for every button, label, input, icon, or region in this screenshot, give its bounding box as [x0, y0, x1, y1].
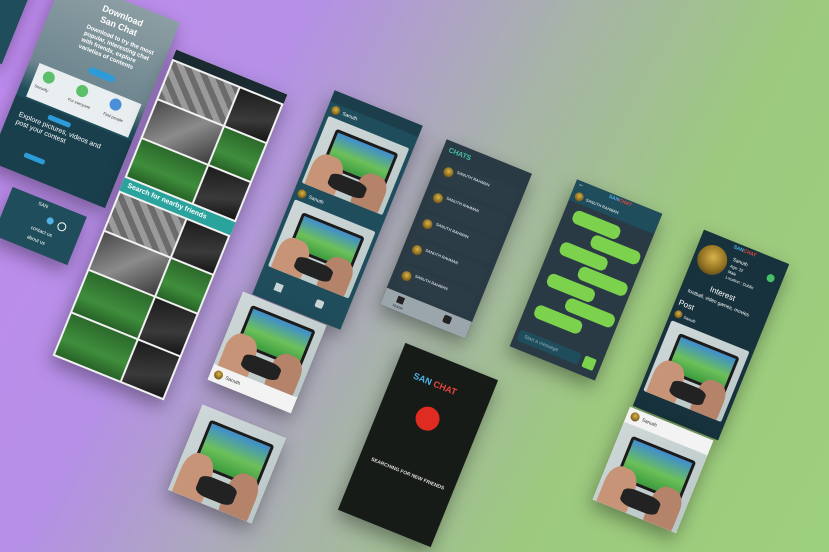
facebook-icon[interactable]	[55, 220, 68, 233]
feed-post-card	[168, 404, 286, 524]
chat-icon[interactable]	[314, 298, 325, 310]
avatar	[573, 191, 585, 203]
avatar[interactable]	[629, 411, 641, 423]
brand-chat: CHAT	[742, 248, 758, 259]
post-image[interactable]	[267, 199, 376, 299]
post-image[interactable]	[592, 421, 708, 534]
footer-title: SAN	[37, 200, 49, 211]
avatar	[441, 165, 455, 179]
avatar[interactable]	[296, 188, 308, 200]
post-image[interactable]	[643, 320, 750, 423]
cta-button-secondary[interactable]	[23, 152, 46, 166]
feature-label: For everyone	[67, 96, 92, 111]
contact-name: SANUTH RAHMAN	[456, 169, 491, 188]
message-input[interactable]: Start a message	[516, 329, 583, 366]
wheelchair-icon	[74, 83, 90, 99]
message-user-button[interactable]	[765, 272, 776, 284]
profile-screen: SANCHAT Sanuth Age: 22 Male Location : D…	[632, 229, 790, 441]
brand-logo: SANCHAT	[608, 194, 633, 209]
post-author: Sanuth	[224, 375, 242, 387]
splash-screen: SAN CHAT SEARCHING FOR NEW FRIENDS	[337, 342, 499, 548]
post-image[interactable]	[168, 404, 286, 524]
avatar	[399, 269, 413, 283]
searching-status: SEARCHING FOR NEW FRIENDS	[370, 456, 445, 492]
twitter-icon[interactable]	[45, 216, 55, 226]
conversation-screen: ← SANCHAT SANUTH RAHMAN Start a message	[509, 179, 663, 381]
post-author: Sanuth	[341, 111, 359, 123]
landing-footer: SAN contact us about us	[0, 186, 87, 266]
post-author: Sanuth	[307, 194, 325, 206]
send-button[interactable]	[581, 355, 597, 372]
people-icon	[107, 96, 124, 113]
feature-label: Security	[33, 83, 50, 94]
lock-icon	[40, 69, 57, 86]
back-arrow-icon[interactable]: ←	[577, 181, 586, 190]
avatar	[420, 217, 434, 231]
download-button[interactable]	[87, 66, 117, 84]
message-placeholder: Start a message	[523, 334, 560, 354]
chats-title: CHATS	[447, 147, 472, 163]
cropped-screen-fragment	[0, 0, 36, 65]
brand-logo: SANCHAT	[732, 244, 757, 259]
brand-chat: CHAT	[617, 197, 633, 209]
avatar	[410, 243, 424, 257]
avatar	[431, 191, 445, 205]
brand-san: SAN	[411, 370, 434, 388]
chat-icon[interactable]	[441, 314, 453, 325]
brand-chat: CHAT	[431, 378, 459, 398]
feature-label: Find people	[102, 110, 124, 124]
brand-logo: SAN CHAT	[412, 371, 458, 397]
profile-location: Location : Dublin	[724, 274, 755, 291]
user-search-icon	[411, 403, 444, 435]
home-icon[interactable]	[273, 282, 284, 293]
avatar[interactable]	[329, 104, 342, 117]
post-author: Sanuth	[682, 314, 697, 325]
post-author: Sanuth	[640, 417, 658, 429]
avatar[interactable]	[212, 369, 225, 381]
